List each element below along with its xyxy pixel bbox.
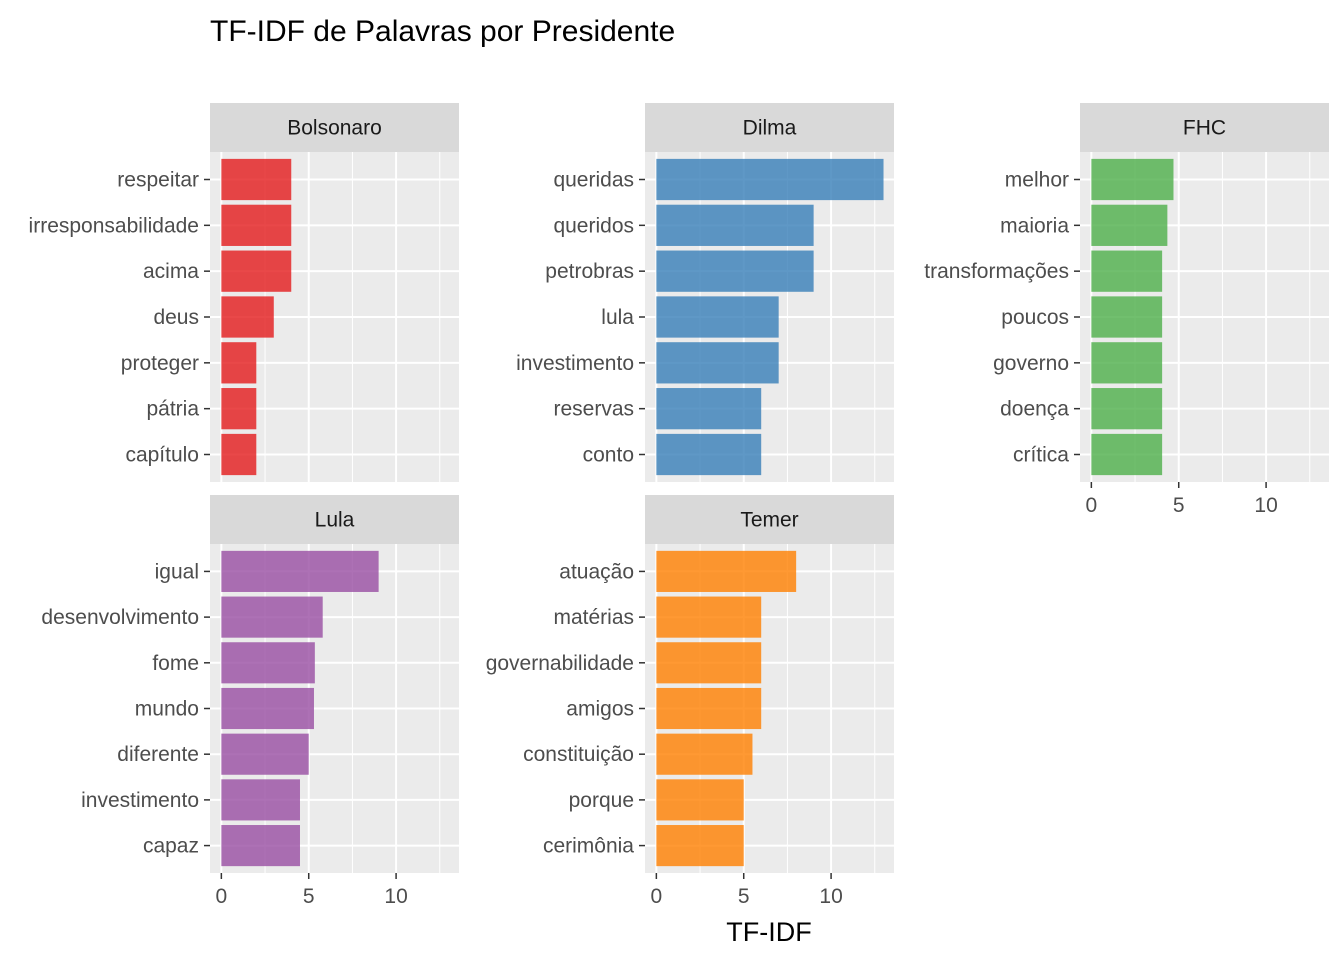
bar-temer-3	[656, 642, 762, 684]
facet-strip-label: Dilma	[743, 117, 797, 140]
y-tick-label: constituição	[523, 743, 634, 766]
bar-lula-7	[221, 825, 300, 867]
panel-fhc: FHC melhor maioria transformações poucos gove…	[924, 103, 1329, 517]
panel-bolsonaro: Bolsonaro respeitar irresponsabilidade acim…	[29, 103, 459, 482]
y-tick-label: atuação	[559, 560, 634, 583]
y-tick-label: pátria	[146, 398, 199, 421]
y-tick-label: investimento	[516, 352, 634, 375]
facet-panels: Bolsonaro respeitar irresponsabilidade acim…	[29, 103, 1329, 908]
y-tick-label: lula	[601, 306, 634, 329]
bar-dilma-7	[656, 433, 762, 476]
y-tick-label: desenvolvimento	[41, 606, 199, 629]
y-tick-label: cerimônia	[543, 835, 634, 858]
facet-strip-label: Lula	[315, 509, 355, 532]
y-tick-label: queridos	[553, 214, 634, 237]
x-tick-label: 10	[384, 885, 407, 908]
y-tick-label: conto	[583, 444, 634, 467]
bar-lula-4	[221, 687, 314, 730]
y-tick-label: investimento	[81, 789, 199, 812]
x-tick-label: 10	[1254, 494, 1277, 517]
x-tick-label: 0	[216, 885, 228, 908]
y-tick-label: capaz	[143, 835, 199, 858]
y-tick-label: transformações	[924, 260, 1069, 283]
bar-bolsonaro-3	[221, 250, 292, 292]
panel-lula: Lula igual desenvolvimento fome mundo diferen…	[41, 495, 459, 908]
facet-strip	[1080, 103, 1329, 152]
y-tick-label: igual	[155, 560, 199, 583]
bar-lula-3	[221, 642, 315, 684]
x-tick-label: 0	[651, 885, 663, 908]
bar-dilma-5	[656, 342, 779, 384]
y-tick-label: crítica	[1013, 444, 1069, 467]
y-tick-label: irresponsabilidade	[29, 214, 199, 237]
panel-temer: Temer atuação matérias governabilidade amigo…	[486, 495, 894, 908]
bar-bolsonaro-1	[221, 158, 292, 201]
bar-bolsonaro-4	[221, 296, 274, 338]
bar-dilma-1	[656, 158, 884, 201]
y-tick-label: matérias	[553, 606, 634, 629]
bar-fhc-5	[1091, 342, 1163, 384]
bar-bolsonaro-7	[221, 433, 257, 476]
y-tick-label: reservas	[553, 398, 634, 421]
bar-fhc-4	[1091, 296, 1163, 338]
y-tick-label: acima	[143, 260, 199, 283]
bar-fhc-1	[1091, 158, 1174, 201]
bar-temer-2	[656, 596, 762, 638]
bar-temer-6	[656, 779, 744, 821]
facet-strip	[210, 103, 459, 152]
x-axis-title: TF-IDF	[726, 917, 811, 947]
y-tick-label: poucos	[1001, 306, 1069, 329]
y-tick-label: amigos	[566, 698, 634, 721]
y-tick-label: diferente	[117, 743, 199, 766]
x-tick-label: 0	[1086, 494, 1098, 517]
bar-temer-4	[656, 687, 762, 730]
y-tick-label: porque	[569, 789, 634, 812]
bar-lula-1	[221, 550, 379, 592]
y-tick-label: deus	[153, 306, 199, 329]
y-tick-label: queridas	[553, 169, 634, 192]
y-tick-label: mundo	[135, 698, 199, 721]
bar-temer-5	[656, 733, 753, 775]
y-tick-label: proteger	[121, 352, 199, 375]
bar-fhc-6	[1091, 388, 1163, 430]
facet-strip	[645, 103, 894, 152]
y-tick-label: melhor	[1005, 169, 1069, 192]
y-tick-label: doença	[1000, 398, 1069, 421]
y-tick-label: governabilidade	[486, 652, 634, 675]
y-tick-label: petrobras	[545, 260, 634, 283]
facet-strip-label: Temer	[740, 509, 798, 532]
bar-fhc-7	[1091, 433, 1163, 476]
bar-bolsonaro-5	[221, 342, 257, 384]
facet-strip-label: Bolsonaro	[287, 117, 382, 140]
bar-dilma-3	[656, 250, 814, 292]
y-tick-label: governo	[993, 352, 1069, 375]
y-tick-label: capítulo	[125, 444, 199, 467]
chart-title: TF-IDF de Palavras por Presidente	[210, 15, 675, 48]
bar-fhc-3	[1091, 250, 1163, 292]
bar-temer-1	[656, 550, 797, 592]
y-tick-label: maioria	[1000, 214, 1069, 237]
bar-dilma-6	[656, 388, 762, 430]
panel-dilma: Dilma queridas queridos petrobras lula invest…	[516, 103, 894, 482]
facet-strip-label: FHC	[1183, 117, 1226, 140]
x-tick-label: 10	[819, 885, 842, 908]
bar-fhc-2	[1091, 204, 1168, 246]
facet-strip	[645, 495, 894, 544]
y-tick-label: fome	[152, 652, 199, 675]
x-tick-label: 5	[1173, 494, 1185, 517]
bar-bolsonaro-6	[221, 388, 257, 430]
bar-dilma-2	[656, 204, 814, 246]
bar-bolsonaro-2	[221, 204, 292, 246]
bar-lula-5	[221, 733, 309, 775]
x-tick-label: 5	[303, 885, 315, 908]
bar-dilma-4	[656, 296, 779, 338]
bar-temer-7	[656, 825, 744, 867]
facet-strip	[210, 495, 459, 544]
x-tick-label: 5	[738, 885, 750, 908]
y-tick-label: respeitar	[117, 169, 199, 192]
bar-lula-2	[221, 596, 323, 638]
bar-lula-6	[221, 779, 300, 821]
